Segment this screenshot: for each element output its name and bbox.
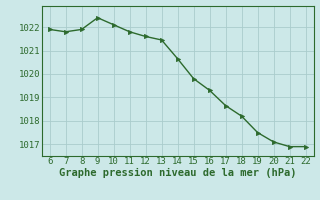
X-axis label: Graphe pression niveau de la mer (hPa): Graphe pression niveau de la mer (hPa) bbox=[59, 168, 296, 178]
